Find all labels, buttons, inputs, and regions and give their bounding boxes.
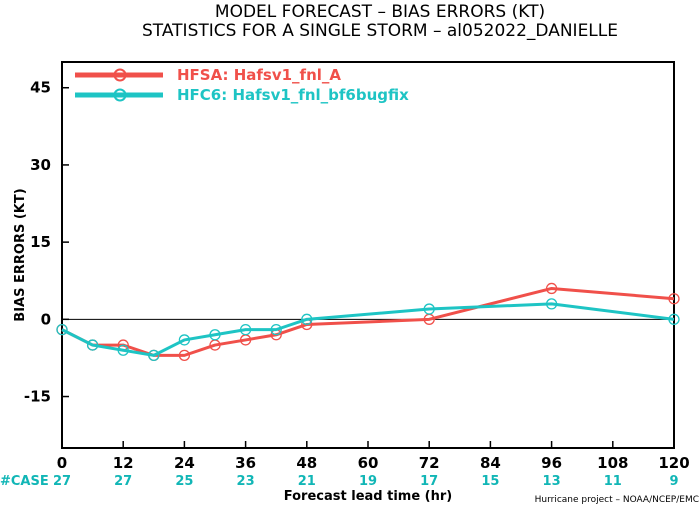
y-tick-label: -15 — [24, 388, 51, 406]
case-count: 11 — [604, 474, 622, 489]
case-count: 19 — [359, 474, 377, 489]
chart-title-line1: MODEL FORECAST – BIAS ERRORS (KT) — [215, 2, 545, 22]
case-count: 27 — [53, 474, 71, 489]
y-axis-label: BIAS ERRORS (KT) — [13, 188, 28, 321]
series-1-point — [117, 344, 129, 356]
case-count: 25 — [175, 474, 193, 489]
series-0-point — [668, 293, 680, 305]
case-label: #CASE — [0, 474, 49, 489]
y-tick-label: 0 — [41, 310, 51, 328]
y-tick-label: 30 — [30, 156, 51, 174]
x-tick-label: 108 — [597, 454, 628, 472]
x-axis-label: Forecast lead time (hr) — [284, 489, 452, 504]
y-tick-label: 45 — [30, 79, 51, 97]
x-tick-label: 48 — [296, 454, 317, 472]
series-1-point — [270, 323, 282, 336]
series-layer — [56, 282, 680, 362]
series-0-point — [178, 349, 191, 362]
series-1-point — [209, 329, 221, 341]
case-count: 17 — [420, 474, 438, 489]
legend: HFSA: Hafsv1_fnl_A HFC6: Hafsv1_fnl_bf6b… — [75, 66, 409, 104]
x-axis: 0 12 24 36 48 60 72 84 96 108 120 — [57, 441, 690, 472]
series-1-point — [423, 303, 435, 315]
case-count: 9 — [669, 474, 678, 489]
legend-marker-hfsa — [113, 68, 127, 82]
series-1-point — [301, 313, 313, 325]
series-1-point — [178, 334, 191, 346]
x-tick-label: 36 — [235, 454, 256, 472]
series-1-point — [56, 323, 68, 336]
series-1-point — [545, 298, 558, 310]
x-tick-label: 72 — [419, 454, 440, 472]
series-1-point — [668, 313, 680, 325]
legend-label-hfc6: HFC6: Hafsv1_fnl_bf6bugfix — [177, 86, 409, 104]
x-tick-label: 0 — [57, 454, 67, 472]
x-tick-label: 120 — [658, 454, 689, 472]
case-count: 13 — [543, 474, 561, 489]
case-count: 23 — [237, 474, 255, 489]
legend-label-hfsa: HFSA: Hafsv1_fnl_A — [177, 66, 341, 84]
series-0-point — [545, 282, 558, 295]
series-line-1 — [61, 302, 675, 357]
case-count: 21 — [298, 474, 316, 489]
x-tick-label: 12 — [113, 454, 134, 472]
series-1-point — [86, 339, 99, 351]
x-tick-label: 24 — [174, 454, 195, 472]
credit-text: Hurricane project – NOAA/NCEP/EMC — [535, 495, 699, 505]
case-count-row: 27 27 25 23 21 19 17 15 13 11 9 — [53, 474, 679, 489]
series-1-point — [239, 323, 252, 336]
plot-frame — [61, 61, 675, 449]
series-1-point — [148, 349, 160, 362]
x-tick-label: 60 — [358, 454, 379, 472]
case-count: 27 — [114, 474, 132, 489]
series-line-0 — [61, 286, 675, 357]
chart-title-line2: STATISTICS FOR A SINGLE STORM – al052022… — [142, 21, 618, 41]
case-count: 15 — [481, 474, 499, 489]
y-axis: 45 30 15 0 -15 — [24, 79, 69, 406]
x-tick-label: 84 — [480, 454, 501, 472]
legend-marker-hfc6 — [113, 88, 127, 102]
x-tick-label: 96 — [541, 454, 562, 472]
y-tick-label: 15 — [30, 233, 51, 251]
